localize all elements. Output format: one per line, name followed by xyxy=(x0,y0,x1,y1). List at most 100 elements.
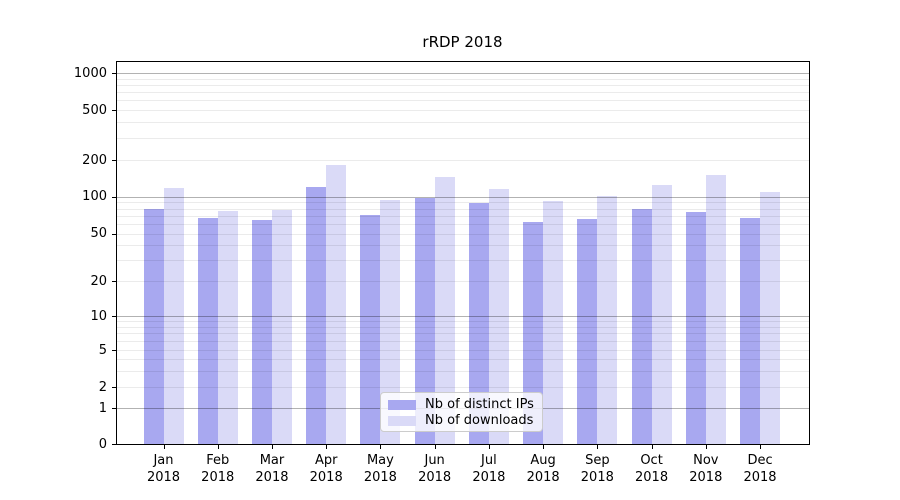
x-tick-mark xyxy=(543,445,545,449)
x-tick-year: 2018 xyxy=(580,470,614,485)
x-tick-label-nov: Nov 2018 xyxy=(676,452,736,486)
bar-downloads-sep xyxy=(597,195,618,444)
gridline-minor xyxy=(116,122,809,124)
bar-downloads-mar xyxy=(271,209,292,444)
x-tick-label-aug: Aug 2018 xyxy=(513,452,573,486)
y-tick-mark xyxy=(112,73,116,75)
x-tick-mark xyxy=(217,445,219,449)
gridline-minor xyxy=(116,370,809,372)
x-tick-year: 2018 xyxy=(743,470,777,485)
x-tick-year: 2018 xyxy=(472,470,506,485)
gridline-minor xyxy=(116,202,809,204)
bar-distinct-ips-jun xyxy=(414,198,435,444)
x-tick-year: 2018 xyxy=(418,470,452,485)
bar-distinct-ips-apr xyxy=(306,187,327,444)
y-tick-mark xyxy=(112,408,116,409)
y-tick-mark xyxy=(112,444,116,445)
x-tick-mark xyxy=(163,445,165,449)
legend-label-downloads: Nb of downloads xyxy=(425,413,534,428)
bottom-spine xyxy=(116,444,810,445)
bar-distinct-ips-jan xyxy=(143,208,164,444)
legend-swatch-downloads xyxy=(388,416,416,426)
gridline-minor xyxy=(116,281,809,282)
bar-distinct-ips-aug xyxy=(523,222,544,444)
bar-distinct-ips-feb xyxy=(197,217,218,444)
y-tick-label: 10 xyxy=(90,308,107,324)
gridline-minor xyxy=(116,321,809,323)
y-tick-label: 0 xyxy=(98,436,107,452)
x-tick-month: Mar xyxy=(259,453,285,468)
bar-distinct-ips-oct xyxy=(631,209,652,444)
y-tick-label: 2 xyxy=(98,379,107,395)
gridline-minor xyxy=(116,78,809,80)
bar-downloads-may xyxy=(380,199,401,444)
x-tick-mark xyxy=(434,445,436,449)
x-tick-month: Feb xyxy=(206,453,230,468)
gridline-minor xyxy=(116,223,809,225)
gridline-minor xyxy=(116,387,809,388)
right-spine xyxy=(809,61,810,445)
y-tick-mark xyxy=(112,316,116,317)
top-spine xyxy=(116,61,810,62)
x-tick-year: 2018 xyxy=(635,470,669,485)
gridline-minor xyxy=(116,208,809,210)
gridline-minor xyxy=(116,100,809,102)
x-tick-mark xyxy=(597,445,599,449)
y-tick-mark xyxy=(112,387,116,388)
x-tick-month: Dec xyxy=(747,453,773,468)
gridline-major xyxy=(116,316,809,317)
x-tick-month: Jul xyxy=(481,453,497,468)
x-tick-month: May xyxy=(366,453,394,468)
x-tick-year: 2018 xyxy=(255,470,289,485)
x-tick-label-jul: Jul 2018 xyxy=(459,452,519,486)
x-tick-mark xyxy=(760,445,762,449)
y-tick-label: 200 xyxy=(82,152,107,168)
y-tick-mark xyxy=(112,110,116,111)
chart-title: rRDP 2018 xyxy=(422,33,503,51)
gridline-minor xyxy=(116,350,809,351)
bar-downloads-apr xyxy=(326,164,347,444)
gridline-minor xyxy=(116,137,809,139)
bar-distinct-ips-nov xyxy=(685,211,706,444)
legend-row-downloads: Nb of downloads xyxy=(388,413,534,429)
x-tick-label-jun: Jun 2018 xyxy=(405,452,465,486)
x-tick-label-jan: Jan 2018 xyxy=(134,452,194,486)
y-tick-mark xyxy=(112,281,116,282)
legend-swatch-distinct-ips xyxy=(388,400,416,410)
bar-downloads-dec xyxy=(760,191,781,444)
y-tick-mark xyxy=(112,233,116,235)
bar-downloads-oct xyxy=(651,184,672,444)
x-tick-year: 2018 xyxy=(201,470,235,485)
gridline-minor xyxy=(116,359,809,360)
y-tick-mark xyxy=(112,350,116,351)
gridline-minor xyxy=(116,110,809,111)
gridline-minor xyxy=(116,326,809,328)
legend-label-distinct-ips: Nb of distinct IPs xyxy=(425,397,534,412)
x-tick-year: 2018 xyxy=(526,470,560,485)
left-spine xyxy=(116,61,117,445)
gridline-minor xyxy=(116,259,809,261)
legend: Nb of distinct IPs Nb of downloads xyxy=(380,392,543,432)
bar-distinct-ips-mar xyxy=(251,219,272,444)
y-tick-label: 1000 xyxy=(73,65,107,81)
y-tick-label: 1 xyxy=(98,400,107,416)
x-tick-month: Nov xyxy=(693,453,719,468)
x-tick-year: 2018 xyxy=(363,470,397,485)
x-tick-label-mar: Mar 2018 xyxy=(242,452,302,486)
gridline-minor xyxy=(116,245,809,247)
bar-downloads-jul xyxy=(488,189,509,444)
bar-distinct-ips-sep xyxy=(577,218,598,444)
x-tick-month: Aug xyxy=(530,453,556,468)
x-tick-label-sep: Sep 2018 xyxy=(567,452,627,486)
gridline-minor xyxy=(116,85,809,87)
x-tick-month: Jan xyxy=(153,453,174,468)
x-tick-mark xyxy=(705,445,707,449)
y-tick-label: 50 xyxy=(90,226,107,241)
bar-downloads-feb xyxy=(217,210,238,444)
x-tick-month: Jun xyxy=(424,453,445,468)
x-tick-label-feb: Feb 2018 xyxy=(188,452,248,486)
plot-area xyxy=(116,61,809,444)
bar-downloads-aug xyxy=(543,201,564,444)
bar-distinct-ips-jul xyxy=(468,203,489,444)
